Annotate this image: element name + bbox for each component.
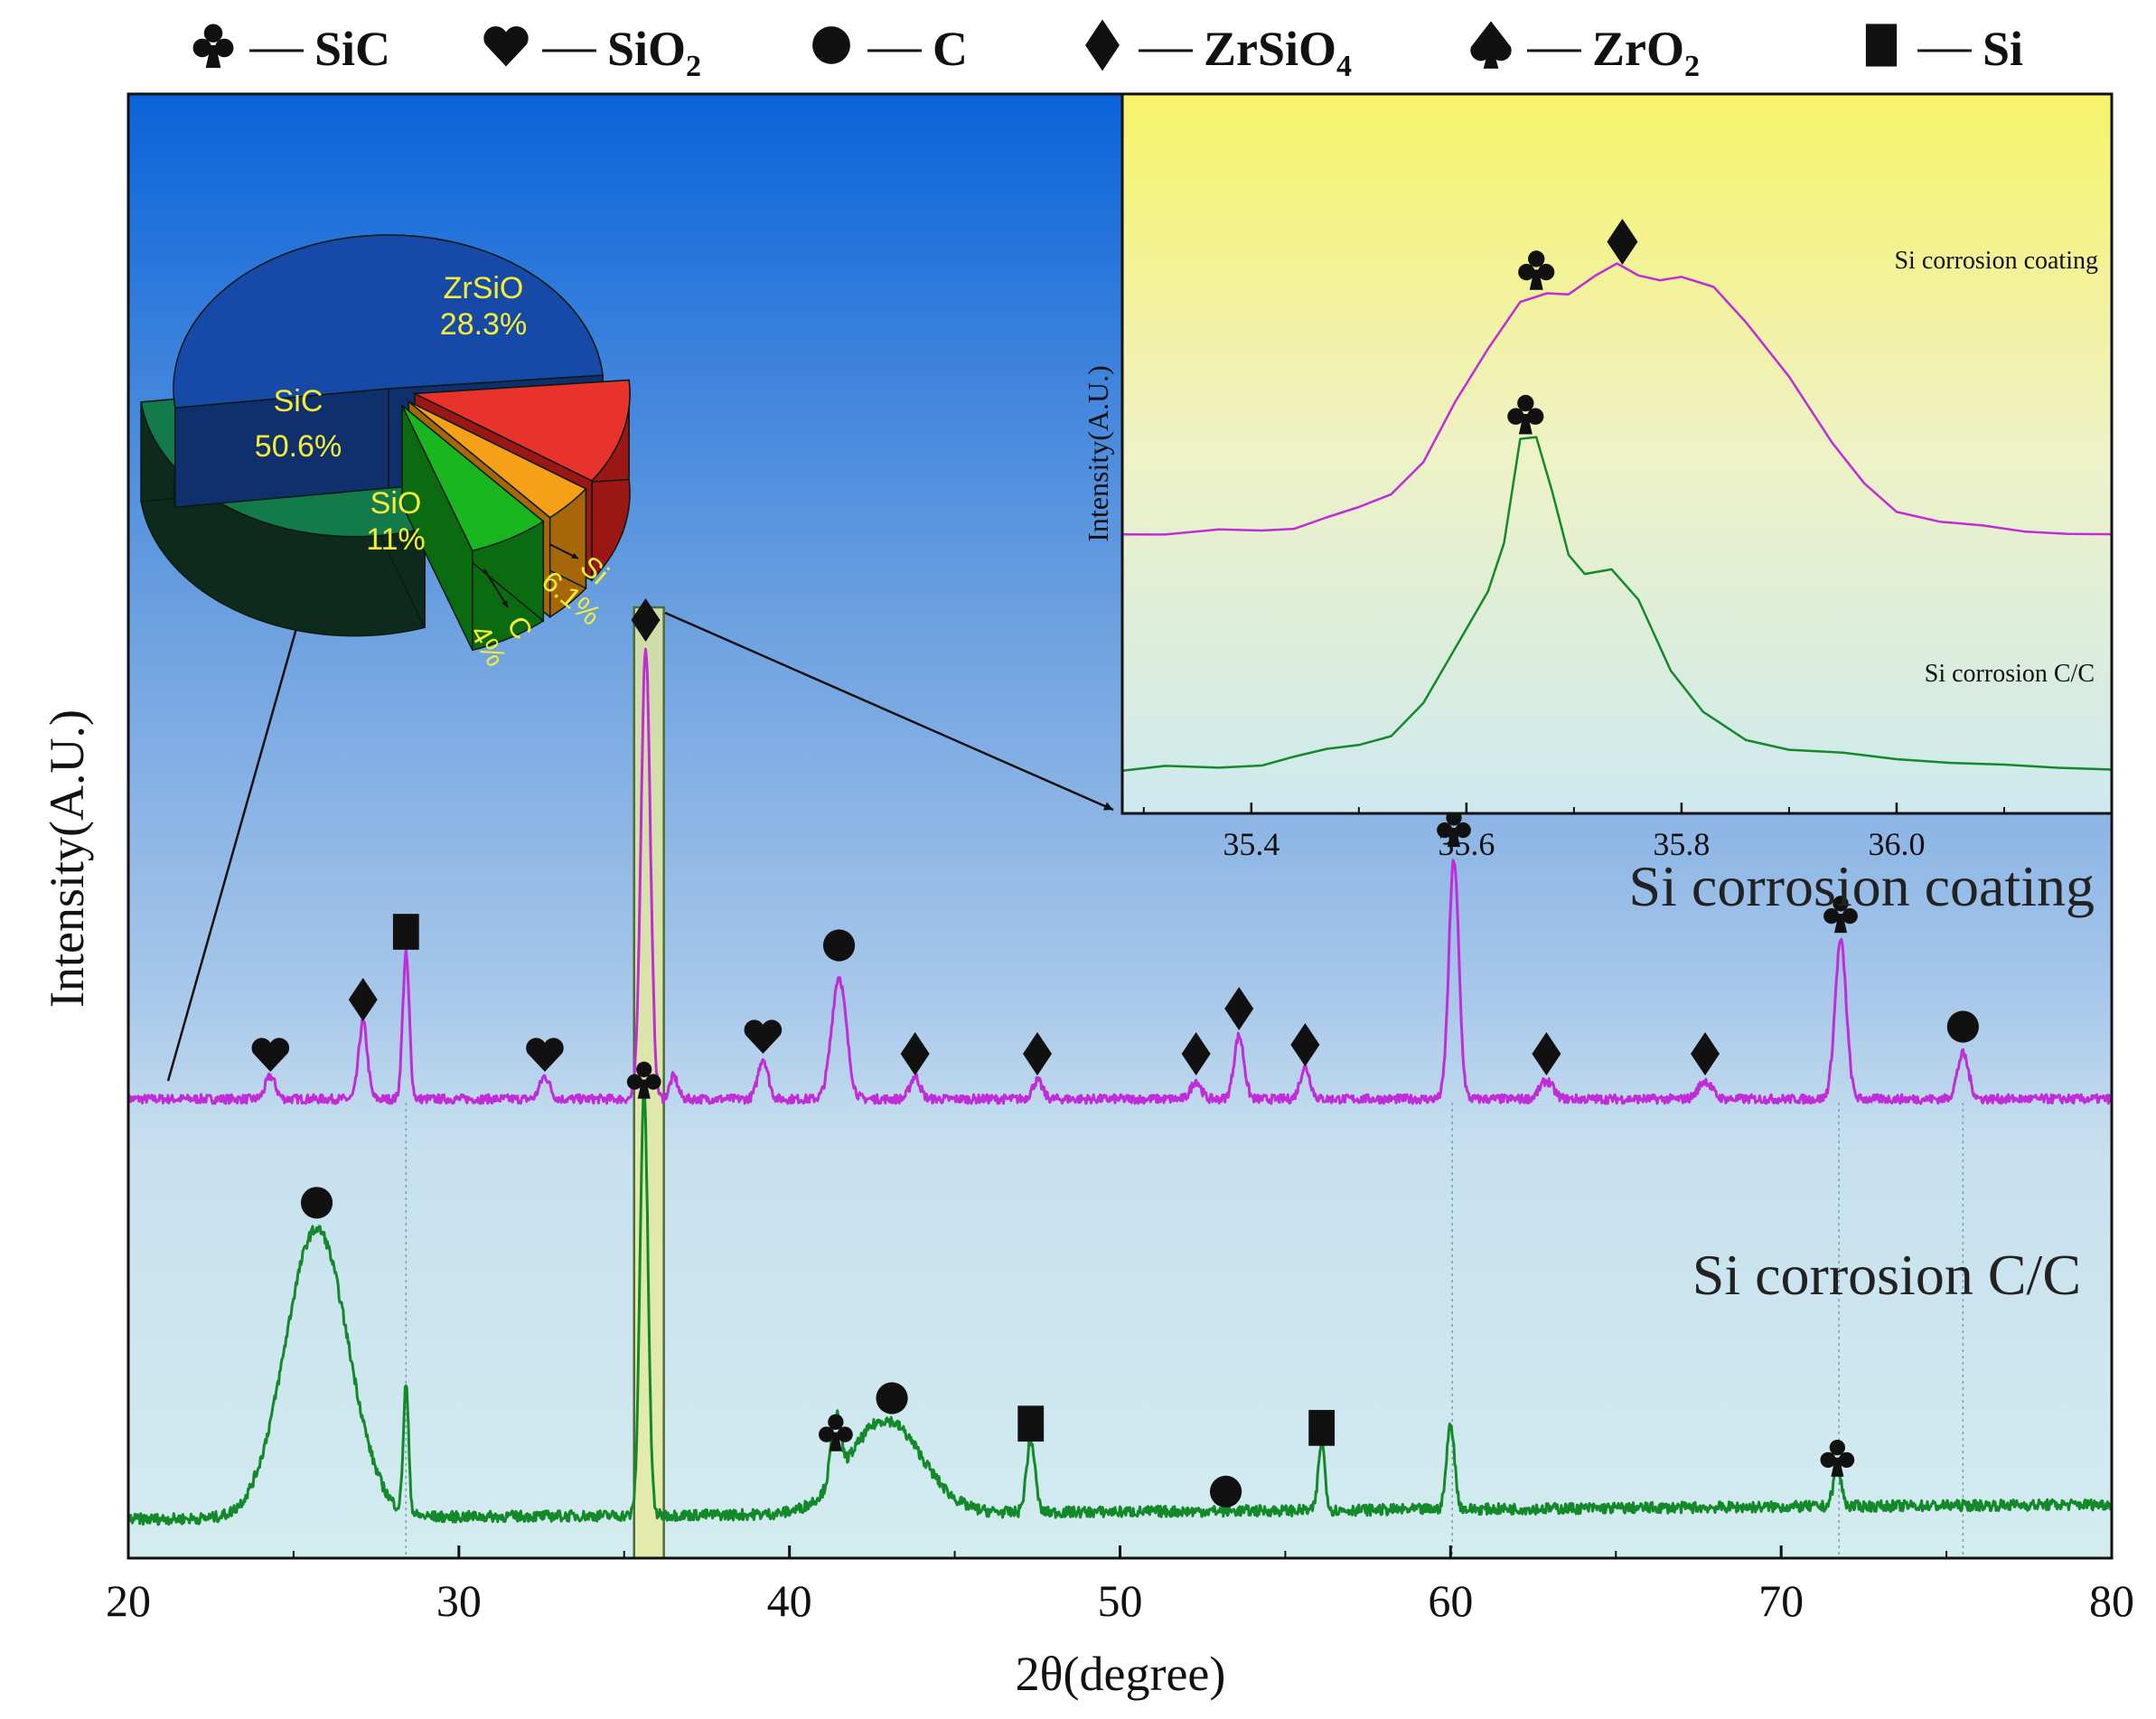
inset-series-line-cc	[1121, 436, 2113, 773]
peak-marker-diamond	[900, 1032, 930, 1076]
inset-background	[1122, 94, 2112, 813]
pie-label: SiC	[274, 384, 323, 418]
inset-label-coating: Si corrosion coating	[1894, 247, 2098, 275]
inset-x-tick-label: 35.6	[1438, 826, 1495, 862]
square-icon	[1865, 23, 1898, 67]
peak-marker-diamond	[1691, 1032, 1720, 1076]
series-line-cc	[127, 1092, 2114, 1526]
circle-icon	[812, 26, 850, 64]
inset-peak-marker-club	[1507, 394, 1544, 435]
inset-x-tick-label: 35.4	[1223, 826, 1280, 862]
x-tick-label: 20	[106, 1575, 151, 1626]
x-tick-label: 70	[1758, 1575, 1804, 1626]
inset-y-axis-title: Intensity(A.U.)	[1082, 365, 1114, 542]
legend-label: C	[933, 22, 968, 76]
peak-marker-square	[1017, 1405, 1045, 1442]
inset-markers	[1507, 218, 1638, 435]
y-axis-title: Intensity(A.U.)	[40, 709, 94, 1008]
peak-marker-heart	[251, 1038, 290, 1072]
x-tick-label: 80	[2089, 1575, 2134, 1626]
legend-label: SiC	[314, 22, 390, 76]
peak-marker-club	[1820, 1439, 1855, 1477]
inset-peak-marker-diamond	[1607, 218, 1638, 265]
main-series	[127, 647, 2114, 1526]
peak-marker-diamond	[631, 598, 661, 642]
legend-item-sio2: SiO2	[483, 22, 701, 83]
pie-label: SiO	[370, 486, 422, 521]
spade-icon	[1470, 21, 1512, 69]
peak-marker-diamond	[1181, 1032, 1211, 1076]
zoom-arrow-pie	[166, 596, 308, 1082]
peak-marker-heart	[744, 1019, 783, 1054]
heart-icon	[483, 26, 529, 67]
peak-marker-diamond	[1224, 987, 1254, 1030]
pie-value: 50.6%	[255, 429, 342, 464]
peak-marker-diamond	[1023, 1032, 1053, 1076]
peak-marker-square	[1308, 1410, 1336, 1446]
legend-item-sic: SiC	[192, 22, 390, 76]
series-line-coating	[127, 647, 2114, 1105]
inset-frame	[1120, 92, 2114, 815]
legend-item-c: C	[812, 22, 968, 76]
zoom-arrows	[166, 596, 1114, 1082]
peak-marker-heart	[526, 1038, 564, 1072]
inset-x-axis: 35.4 35.6 35.8 36.0	[1142, 803, 2005, 862]
legend-item-zro2: ZrO2	[1470, 21, 1700, 83]
pie-value: 28.3%	[440, 307, 527, 342]
x-tick-label: 60	[1428, 1575, 1473, 1626]
inset-label-cc: Si corrosion C/C	[1925, 660, 2095, 688]
peak-marker-diamond	[1532, 1032, 1561, 1076]
legend-label: ZrSiO4	[1204, 22, 1352, 83]
series-label-cc: Si corrosion C/C	[1692, 1243, 2081, 1307]
peak-marker-diamond	[1290, 1023, 1320, 1066]
peak-marker-club	[1823, 896, 1858, 934]
peak-marker-square	[392, 914, 419, 950]
main-markers	[251, 598, 1979, 1508]
zoom-arrow-inset	[664, 611, 1114, 812]
peak-marker-circle	[300, 1187, 333, 1219]
inset-chart: 35.4 35.6 35.8 36.0 Intensity(A.U.) Si corr…	[1082, 92, 2114, 862]
inset-x-tick-label: 36.0	[1868, 826, 1925, 862]
x-tick-label: 50	[1098, 1575, 1143, 1626]
legend: SiC SiO2 C ZrSiO4 ZrO2 Si	[192, 19, 2023, 83]
x-axis-title: 2θ(degree)	[1016, 1647, 1226, 1701]
peak-marker-circle	[822, 929, 856, 962]
inset-x-tick-label: 35.8	[1653, 826, 1710, 862]
series-label-coating: Si corrosion coating	[1629, 854, 2095, 918]
pie-slice-si	[401, 404, 545, 652]
x-tick-label: 40	[767, 1575, 812, 1626]
club-icon	[192, 23, 234, 69]
peak-marker-circle	[876, 1382, 908, 1414]
peak-marker-diamond	[348, 978, 378, 1021]
peak-marker-club	[626, 1061, 661, 1099]
legend-item-zrsio4: ZrSiO4	[1085, 19, 1352, 83]
diamond-icon	[1085, 19, 1120, 71]
peak-marker-club	[1437, 810, 1471, 848]
x-tick-label: 30	[436, 1575, 482, 1626]
peak-marker-circle	[1946, 1010, 1979, 1043]
callout-arrow-si	[548, 543, 579, 559]
inset-series-line-coating	[1121, 262, 2113, 536]
legend-label: ZrO2	[1592, 22, 1700, 83]
pie-label: ZrSiO	[444, 271, 524, 305]
callout-arrow-c	[483, 568, 509, 608]
legend-label: Si	[1983, 22, 2023, 76]
inset-peak-marker-club	[1518, 250, 1555, 290]
legend-item-si: Si	[1865, 22, 2023, 76]
pie-value: 11%	[366, 522, 426, 557]
legend-label: SiO2	[607, 22, 701, 83]
peak-marker-club	[819, 1414, 853, 1451]
inset-series	[1121, 262, 2113, 773]
x-axis: 20 30 40 50 60 70 80	[106, 1545, 2134, 1626]
guide-lines	[405, 1103, 1964, 1558]
peak-marker-circle	[1209, 1475, 1242, 1508]
